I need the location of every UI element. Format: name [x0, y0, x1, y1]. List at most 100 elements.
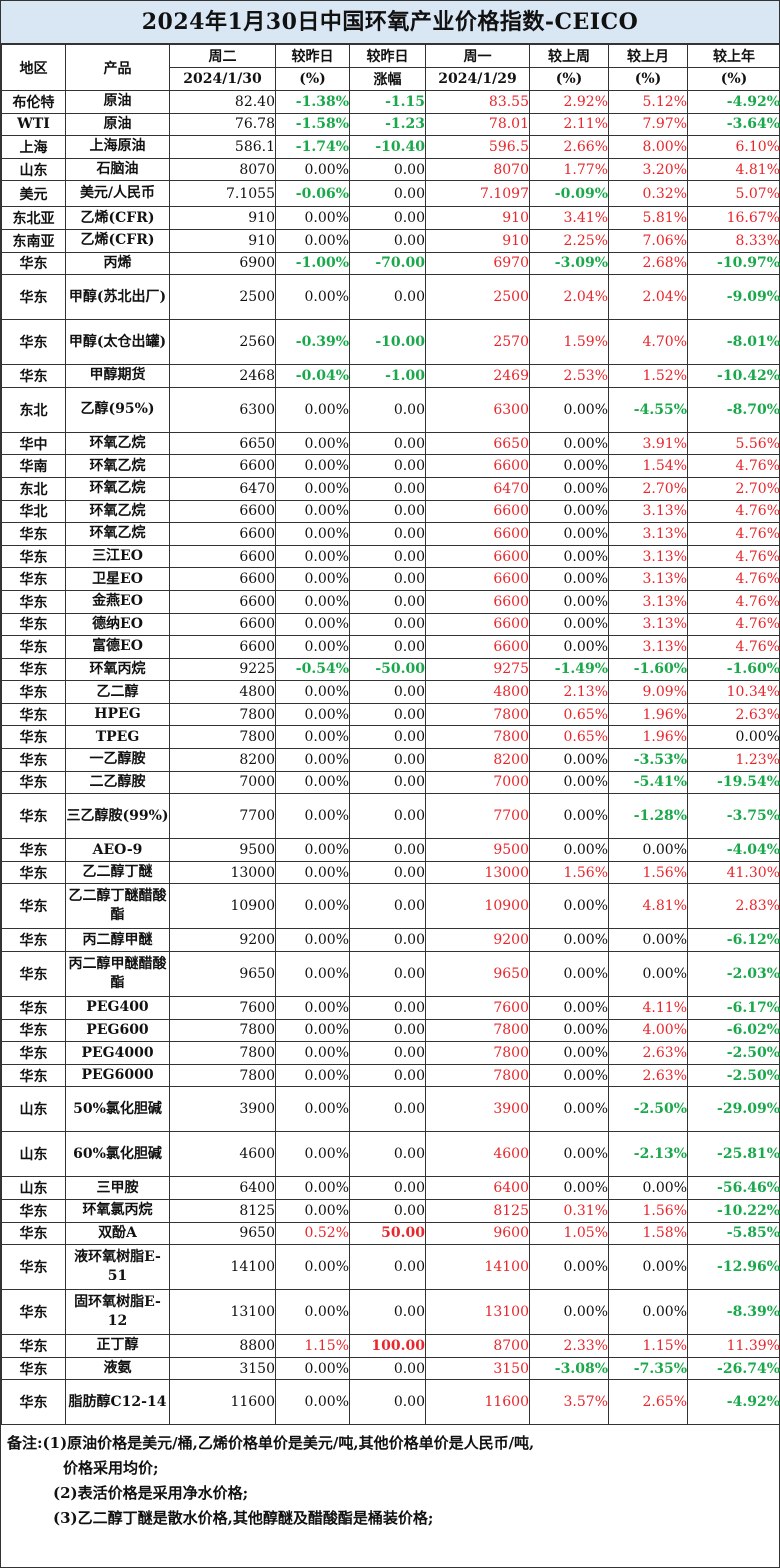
row-vs-month: 2.70% — [608, 476, 688, 501]
row-mon-price: 6650 — [425, 431, 530, 456]
row-tue-price: 13000 — [169, 860, 276, 885]
row-change-pct: 0.00% — [275, 157, 350, 182]
row-product: 一乙醇胺 — [65, 748, 170, 772]
row-change-amt: 0.00 — [349, 1041, 426, 1065]
table-row: 华东 德纳EO 6600 0.00% 0.00 6600 0.00% 3.13% 4.76% — [1, 612, 780, 637]
row-vs-week: 0.00% — [529, 431, 609, 456]
row-mon-price: 78.01 — [425, 112, 530, 137]
row-change-pct: 0.00% — [275, 1379, 350, 1426]
row-vs-month: 1.96% — [608, 702, 688, 727]
row-region: 上海 — [1, 135, 66, 159]
row-region: 华东 — [1, 251, 66, 276]
row-region: 华东 — [1, 996, 66, 1020]
row-product: 环氧氯丙烷 — [65, 1199, 170, 1223]
row-mon-price: 10900 — [425, 883, 530, 930]
row-vs-year: -29.09% — [687, 1086, 780, 1133]
row-vs-year: -2.50% — [687, 1063, 780, 1088]
row-tue-price: 7600 — [169, 996, 276, 1020]
row-mon-price: 7600 — [425, 996, 530, 1020]
row-vs-week: -0.09% — [529, 180, 609, 208]
row-mon-price: 6600 — [425, 635, 530, 659]
row-vs-year: -10.42% — [687, 364, 780, 388]
row-mon-price: 6600 — [425, 567, 530, 591]
row-mon-price: 8070 — [425, 157, 530, 182]
row-vs-month: 1.52% — [608, 364, 688, 388]
row-vs-week: 0.00% — [529, 1176, 609, 1200]
row-vs-year: -26.74% — [687, 1356, 780, 1381]
row-vs-year: -9.09% — [687, 274, 780, 321]
row-change-pct: 0.00% — [275, 454, 350, 478]
row-mon-price: 83.55 — [425, 90, 530, 114]
row-vs-month: 1.96% — [608, 725, 688, 750]
row-mon-price: 2500 — [425, 274, 530, 321]
row-vs-year: 5.07% — [687, 180, 780, 208]
row-region: 华东 — [1, 838, 66, 862]
row-vs-year: 2.70% — [687, 476, 780, 501]
row-change-pct: -0.04% — [275, 364, 350, 388]
table-row: 华东 甲醇(苏北出厂) 2500 0.00% 0.00 2500 2.04% 2.04% -9.… — [1, 274, 780, 321]
row-change-pct: -0.39% — [275, 319, 350, 366]
row-vs-week: 2.53% — [529, 364, 609, 388]
row-vs-year: -6.02% — [687, 1018, 780, 1043]
row-mon-price: 13000 — [425, 860, 530, 885]
row-vs-year: 41.30% — [687, 860, 780, 885]
row-tue-price: 14100 — [169, 1244, 276, 1291]
row-vs-month: 2.68% — [608, 251, 688, 276]
row-tue-price: 910 — [169, 228, 276, 253]
row-change-pct: 0.00% — [275, 1018, 350, 1043]
row-change-amt: 0.00 — [349, 1063, 426, 1088]
row-vs-month: 4.70% — [608, 319, 688, 366]
row-region: 华东 — [1, 1334, 66, 1358]
row-tue-price: 6300 — [169, 386, 276, 433]
row-product: 环氧丙烷 — [65, 657, 170, 682]
row-vs-year: -2.50% — [687, 1041, 780, 1065]
table-row: 华东 AEO-9 9500 0.00% 0.00 9500 0.00% 0.00% -4.04% — [1, 838, 780, 862]
row-vs-year: -2.03% — [687, 951, 780, 998]
row-vs-month: -3.53% — [608, 748, 688, 772]
row-change-amt: 0.00 — [349, 725, 426, 750]
row-vs-week: 2.04% — [529, 274, 609, 321]
row-vs-month: 3.13% — [608, 544, 688, 569]
row-product: 乙烯(CFR) — [65, 206, 170, 230]
row-change-pct: 0.00% — [275, 838, 350, 862]
row-product: 环氧乙烷 — [65, 522, 170, 546]
row-change-amt: 0.00 — [349, 1086, 426, 1133]
row-vs-year: -12.96% — [687, 1244, 780, 1291]
row-region: 华东 — [1, 725, 66, 750]
row-vs-week: 0.00% — [529, 1018, 609, 1043]
row-change-amt: 0.00 — [349, 883, 426, 930]
table-row: 华东 三江EO 6600 0.00% 0.00 6600 0.00% 3.13% 4.76% — [1, 544, 780, 569]
row-change-amt: 0.00 — [349, 1131, 426, 1178]
row-tue-price: 9200 — [169, 928, 276, 953]
row-mon-price: 4600 — [425, 1131, 530, 1178]
row-change-amt: 0.00 — [349, 522, 426, 546]
row-tue-price: 9650 — [169, 1221, 276, 1246]
row-change-pct: -0.06% — [275, 180, 350, 208]
table-row: 华东 乙二醇丁醚 13000 0.00% 0.00 13000 1.56% 1.56% 41.3… — [1, 860, 780, 885]
row-mon-price: 7800 — [425, 1063, 530, 1088]
row-vs-month: 3.13% — [608, 499, 688, 524]
header-vs-year: 较上年 — [687, 44, 780, 68]
row-region: 华东 — [1, 612, 66, 637]
row-vs-week: 0.00% — [529, 635, 609, 659]
row-product: 50%氯化胆碱 — [65, 1086, 170, 1133]
table-row: 华中 环氧乙烷 6650 0.00% 0.00 6650 0.00% 3.91% 5.56% — [1, 431, 780, 456]
row-mon-price: 6970 — [425, 251, 530, 276]
row-vs-month: 2.63% — [608, 1041, 688, 1065]
row-change-amt: 0.00 — [349, 1289, 426, 1336]
row-region: 华东 — [1, 1018, 66, 1043]
row-change-amt: 0.00 — [349, 206, 426, 230]
table-row: 华东 丙二醇甲醚 9200 0.00% 0.00 9200 0.00% 0.00% -6.12% — [1, 928, 780, 953]
row-vs-year: 4.76% — [687, 522, 780, 546]
row-change-amt: 0.00 — [349, 476, 426, 501]
row-vs-month: 4.81% — [608, 883, 688, 930]
note-line-3: (3)乙二醇丁醚是散水价格,其他醇醚及醋酸酯是桶装价格; — [53, 1509, 434, 1528]
row-change-amt: -10.40 — [349, 135, 426, 159]
row-mon-price: 6400 — [425, 1176, 530, 1200]
row-vs-month: 3.20% — [608, 157, 688, 182]
row-region: 华东 — [1, 883, 66, 930]
row-product: 上海原油 — [65, 135, 170, 159]
row-vs-month: 0.00% — [608, 838, 688, 862]
table-row: 华东 环氧乙烷 6600 0.00% 0.00 6600 0.00% 3.13% 4.76% — [1, 522, 780, 546]
row-tue-price: 4600 — [169, 1131, 276, 1178]
